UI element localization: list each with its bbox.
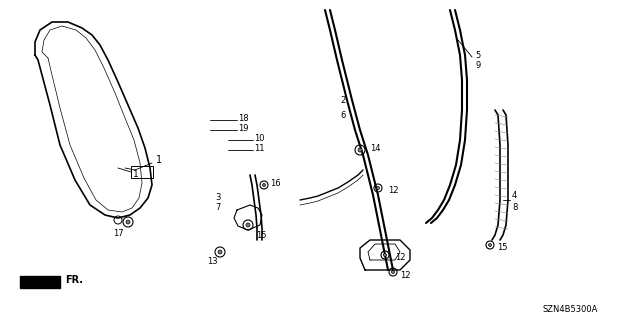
Text: SZN4B5300A: SZN4B5300A — [542, 306, 598, 315]
Circle shape — [358, 148, 362, 152]
Text: 16: 16 — [270, 179, 280, 188]
Circle shape — [246, 223, 250, 227]
Text: 15: 15 — [256, 230, 266, 239]
Text: 2: 2 — [340, 95, 345, 105]
Text: 8: 8 — [512, 203, 517, 212]
Circle shape — [376, 187, 380, 189]
Text: 1: 1 — [156, 155, 162, 165]
Text: 11: 11 — [254, 143, 264, 153]
Circle shape — [126, 220, 130, 224]
Circle shape — [218, 250, 222, 254]
Text: 4: 4 — [512, 190, 517, 199]
Text: 3: 3 — [215, 194, 220, 203]
Text: 6: 6 — [340, 110, 346, 119]
Text: FR.: FR. — [65, 275, 83, 285]
Text: 13: 13 — [207, 258, 218, 267]
FancyBboxPatch shape — [131, 166, 153, 178]
Text: 5: 5 — [475, 51, 480, 60]
Text: 12: 12 — [395, 253, 406, 262]
Text: 12: 12 — [388, 186, 399, 195]
Circle shape — [383, 253, 387, 257]
Text: 10: 10 — [254, 133, 264, 142]
Text: 14: 14 — [370, 143, 381, 153]
Text: 9: 9 — [475, 60, 480, 69]
Text: 12: 12 — [400, 271, 410, 281]
Text: 19: 19 — [238, 124, 248, 132]
Text: 7: 7 — [215, 204, 220, 212]
Circle shape — [392, 270, 394, 274]
Circle shape — [488, 244, 492, 246]
Text: 1: 1 — [133, 170, 139, 179]
Text: 15: 15 — [497, 244, 508, 252]
Text: 18: 18 — [238, 114, 248, 123]
Text: 17: 17 — [113, 228, 124, 237]
Circle shape — [262, 183, 266, 187]
